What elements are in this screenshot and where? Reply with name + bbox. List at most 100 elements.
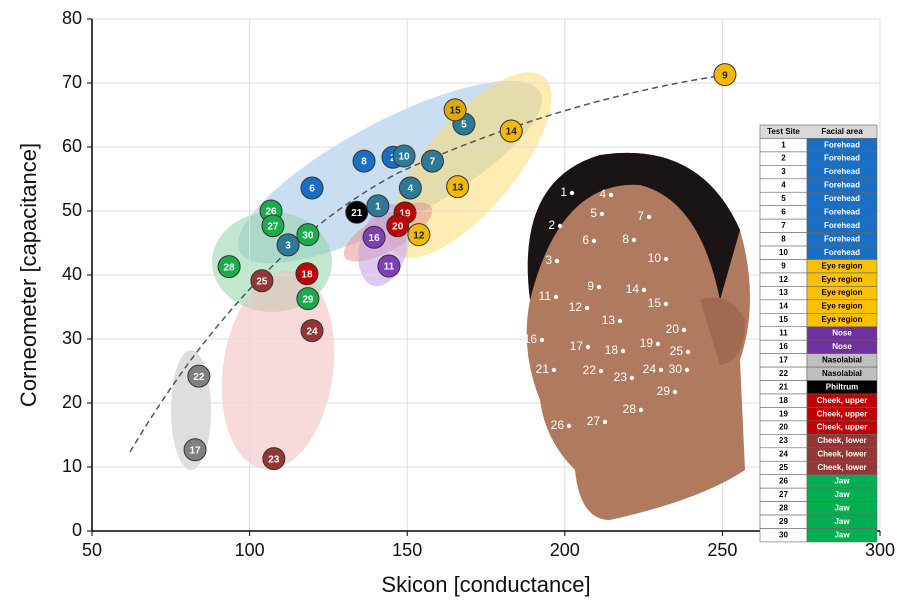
table-site: 9 [781,261,786,270]
face-label: 6 [582,233,589,247]
face-dot [570,191,574,195]
table-site: 15 [779,315,788,324]
face-dot [592,239,596,243]
table-site: 24 [779,450,788,459]
face-label: 14 [626,282,640,296]
face-label: 2 [548,218,555,232]
face-label: 27 [587,414,601,428]
face-label: 9 [587,279,594,293]
y-tick-label: 80 [62,8,82,28]
point-label: 17 [190,445,202,456]
face-label: 29 [657,384,671,398]
point-label: 12 [413,230,425,241]
y-tick-label: 40 [62,264,82,284]
table-area: Forehead [824,208,860,217]
table-area: Forehead [824,194,860,203]
face-dot [642,288,646,292]
face-label: 4 [599,187,606,201]
table-site: 4 [781,181,786,190]
face-dot [558,224,562,228]
point-label: 20 [392,221,404,232]
y-tick-label: 0 [72,520,82,540]
table-area: Eye region [822,315,863,324]
face-dot [600,212,604,216]
point-label: 9 [722,70,728,81]
face-label: 25 [670,344,684,358]
table-area: Eye region [822,275,863,284]
table-area: Nose [832,342,852,351]
face-label: 13 [602,313,616,327]
table-area: Jaw [834,490,850,499]
face-dot [540,338,544,342]
table-site: 5 [781,194,786,203]
table-area: Jaw [834,530,850,539]
point-label: 7 [430,157,436,168]
face-label: 26 [551,418,565,432]
y-axis-title: Corneometer [capacitance] [16,143,41,407]
table-site: 25 [779,463,788,472]
table-site: 19 [779,409,788,418]
table-area: Eye region [822,302,863,311]
face-dot [656,342,660,346]
face-label: 7 [637,209,644,223]
table-area: Cheek, upper [817,409,868,418]
point-label: 22 [193,372,205,383]
y-tick-label: 50 [62,200,82,220]
face-dot [618,319,622,323]
face-label: 11 [539,289,552,303]
table-site: 28 [779,503,788,512]
face-dot [659,368,663,372]
face-dot [603,420,607,424]
table-site: 7 [781,221,786,230]
point-label: 6 [309,184,315,195]
face-label: 8 [622,232,629,246]
table-area: Forehead [824,221,860,230]
table-area: Nasolabial [822,369,862,378]
point-label: 4 [408,184,414,195]
point-label: 18 [301,269,313,280]
face-label: 18 [605,343,619,357]
x-tick-label: 300 [865,540,895,560]
face-dot [630,376,634,380]
face-dot [586,345,590,349]
legend-table: Test SiteFacial area1Forehead2Forehead3F… [760,125,877,542]
face-dot [609,193,613,197]
table-area: Jaw [834,477,850,486]
table-site: 8 [781,234,786,243]
table-area: Forehead [824,140,860,149]
table-area: Forehead [824,234,860,243]
point-label: 24 [306,326,318,337]
table-site: 6 [781,208,786,217]
face-label: 21 [536,362,550,376]
face-dot [647,215,651,219]
face-label: 22 [583,363,597,377]
face-dot [597,285,601,289]
face-dot [664,257,668,261]
table-site: 2 [781,154,786,163]
table-site: 18 [779,396,788,405]
table-area: Forehead [824,248,860,257]
face-dot [632,238,636,242]
point-label: 15 [450,106,462,117]
point-label: 1 [375,202,381,213]
face-label: 24 [643,362,657,376]
x-tick-label: 150 [392,540,422,560]
y-tick-label: 10 [62,456,82,476]
table-area: Cheek, lower [817,450,866,459]
x-axis-title: Skicon [conductance] [381,572,590,597]
table-header: Facial area [821,127,863,136]
figure: 1234567891011121314151617181920212223242… [0,0,913,601]
point-label: 28 [224,262,236,273]
point-label: 30 [302,230,314,241]
table-site: 30 [779,530,788,539]
face-dot [673,390,677,394]
y-tick-label: 20 [62,392,82,412]
table-site: 10 [779,248,788,257]
point-label: 10 [398,152,410,163]
table-site: 27 [779,490,788,499]
table-site: 21 [779,382,788,391]
face-label: 23 [614,370,628,384]
face [527,153,750,520]
face-dot [585,306,589,310]
face-dot [682,328,686,332]
